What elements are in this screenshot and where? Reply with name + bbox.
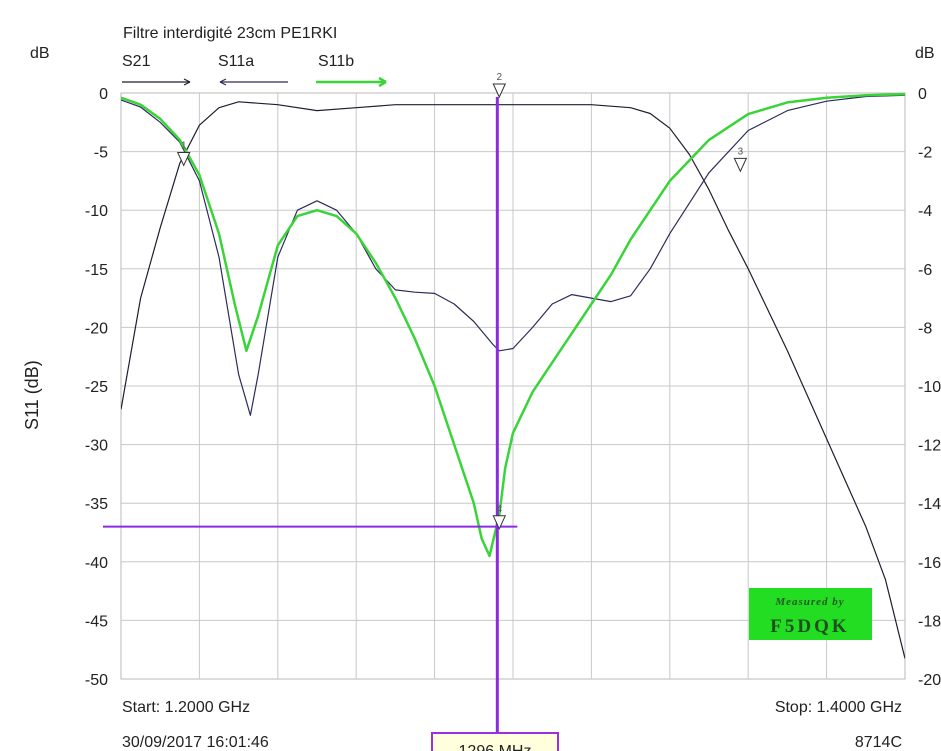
chart-title: Filtre interdigité 23cm PE1RKI	[123, 25, 337, 42]
right-tick-labels: 0 -2 -4 -6 -8 -10 -12 -14 -16 -18 -20	[918, 86, 941, 689]
marker-4-label: 4	[496, 504, 502, 515]
right-unit-label: dB	[915, 45, 935, 62]
left-unit-label: dB	[30, 45, 50, 62]
left-tick-label: -10	[85, 203, 108, 220]
left-tick-label: 0	[99, 86, 108, 103]
timestamp-label: 30/09/2017 16:01:46	[122, 734, 269, 751]
marker-3-triangle	[733, 157, 748, 173]
right-tick-label: -16	[918, 555, 941, 572]
left-tick-label: -15	[85, 262, 108, 279]
marker-frequency-badge: 1296 MHz	[431, 732, 559, 751]
right-tick-label: -14	[918, 496, 941, 513]
right-tick-label: -20	[918, 672, 941, 689]
legend-s11a-arrowhead	[219, 78, 227, 86]
grid	[121, 93, 905, 679]
legend-s21-label: S21	[122, 53, 151, 70]
measured-by-badge: Measured by F5DQK	[749, 588, 872, 640]
measured-by-box	[749, 588, 872, 640]
left-tick-label: -5	[94, 145, 108, 162]
instrument-label: 8714C	[855, 734, 902, 751]
right-tick-label: 0	[918, 86, 927, 103]
right-tick-label: -8	[918, 320, 932, 337]
stop-frequency-label: Stop: 1.4000 GHz	[775, 699, 902, 716]
series-s11a-line	[121, 94, 905, 416]
left-tick-labels: 0 -5 -10 -15 -20 -25 -30 -35 -40 -45 -50	[85, 86, 108, 689]
marker-frequency-box	[431, 732, 559, 751]
left-tick-label: -25	[85, 379, 108, 396]
right-tick-label: -18	[918, 613, 941, 630]
marker-3-label: 3	[738, 146, 744, 157]
marker-1-triangle	[176, 151, 191, 167]
left-tick-label: -45	[85, 613, 108, 630]
legend-s11b-arrowhead	[378, 76, 387, 88]
marker-cursor	[103, 97, 518, 733]
measured-by-line2: F5DQK	[770, 616, 849, 637]
left-tick-label: -40	[85, 555, 108, 572]
right-tick-label: -4	[918, 203, 932, 220]
marker-frequency-text: 1296 MHz	[459, 743, 532, 751]
right-tick-label: -6	[918, 262, 932, 279]
left-tick-label: -50	[85, 672, 108, 689]
left-tick-label: -35	[85, 496, 108, 513]
left-tick-label: -30	[85, 438, 108, 455]
marker-2-triangle	[492, 83, 507, 99]
legend-s21-arrowhead	[183, 78, 191, 86]
series-s21-line	[121, 101, 905, 659]
right-tick-label: -2	[918, 145, 932, 162]
marker-2-label: 2	[496, 72, 502, 83]
measured-by-line1: Measured by	[774, 596, 844, 608]
legend-s11b-label: S11b	[318, 53, 354, 70]
right-tick-label: -10	[918, 379, 941, 396]
right-tick-label: -12	[918, 438, 941, 455]
left-tick-label: -20	[85, 320, 108, 337]
marker-1-label: 1	[181, 140, 187, 151]
marker-4-triangle	[492, 515, 507, 530]
legend: S21 S11a S11b	[122, 53, 387, 88]
series-lines	[121, 93, 905, 659]
legend-s11a-label: S11a	[218, 53, 254, 70]
y-axis-title: S11 (dB)	[22, 360, 42, 430]
start-frequency-label: Start: 1.2000 GHz	[122, 699, 250, 716]
series-s11b-line	[121, 93, 905, 558]
markers: 1 2 3 4	[176, 72, 748, 530]
